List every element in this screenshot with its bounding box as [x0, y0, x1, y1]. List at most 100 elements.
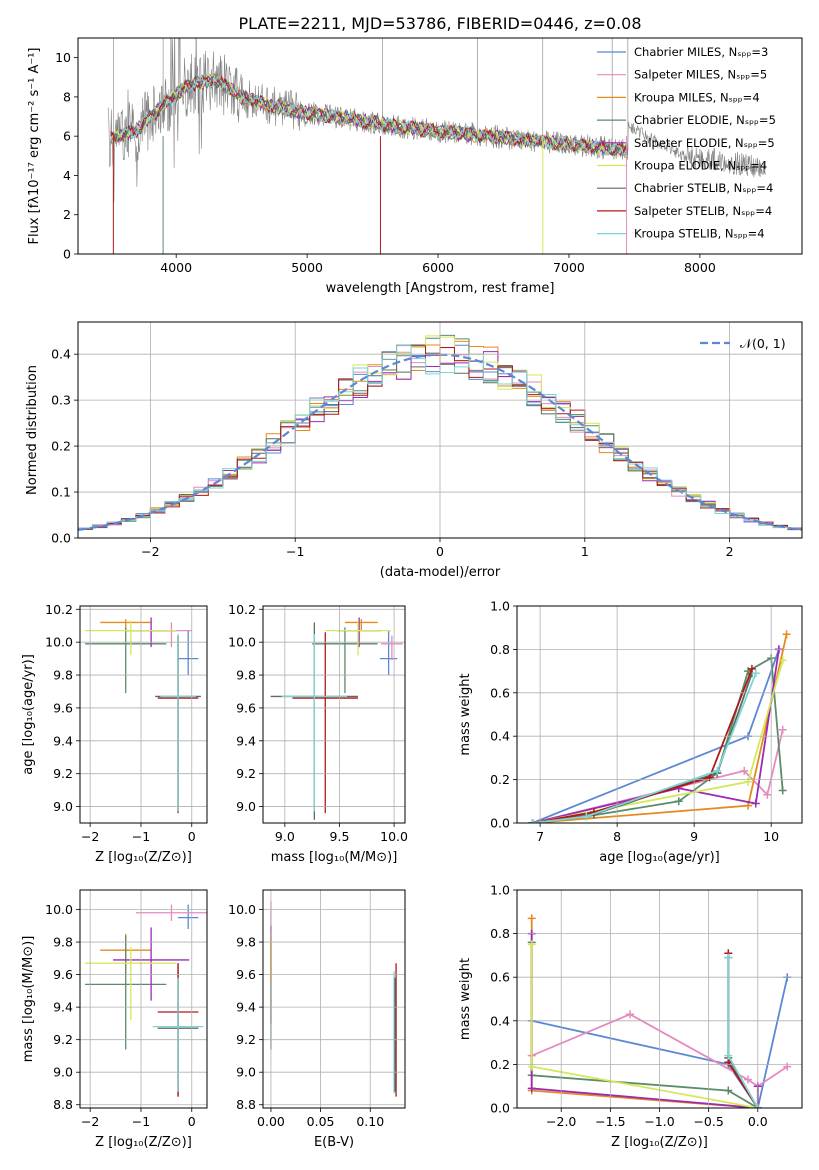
model-spectrum: [110, 74, 628, 156]
weight-marker: [527, 1084, 536, 1093]
weight-marker: [744, 777, 753, 786]
model-spectrum: [110, 74, 628, 157]
weight-marker: [763, 790, 772, 799]
x-tick-label: 2: [726, 544, 734, 559]
x-tick-label: 5000: [291, 260, 323, 275]
y-tick-label: 9.4: [236, 1000, 256, 1015]
x-tick-label: −2: [141, 544, 159, 559]
weight-marker: [674, 797, 683, 806]
x-axis-label: Z [log₁₀(Z/Z⊙)]: [95, 850, 192, 865]
axes-frame: [516, 605, 803, 824]
plot-area: [85, 904, 207, 1097]
y-tick-label: 9.0: [236, 1065, 256, 1080]
y-tick-label: 0.0: [490, 816, 510, 831]
weight-line: [532, 634, 788, 823]
x-axis-label: Z [log₁₀(Z/Z⊙)]: [611, 1135, 708, 1150]
y-tick-label: 9.8: [236, 935, 256, 950]
weight-line: [532, 672, 757, 823]
weight-marker: [782, 630, 791, 639]
y-tick-label: 9.2: [236, 1032, 256, 1047]
y-tick-label: 0.4: [490, 729, 510, 744]
x-axis-label: Z [log₁₀(Z/Z⊙)]: [95, 1135, 192, 1150]
weight-marker: [744, 801, 753, 810]
axes-frame: [79, 605, 208, 824]
y-tick-label: 0.2: [51, 439, 71, 454]
weight-marker: [751, 669, 760, 678]
legend-label: Kroupa ELODIE, Nₛₚₚ=4: [634, 159, 767, 173]
chart-weight-vs-Z: −2.0 −1.5 −1.0 −0.5 0.0 0.0 0.2 0.4 0.6 0.8 1.0 Z […: [458, 883, 803, 1150]
y-tick-label: 9.4: [53, 733, 73, 748]
weight-marker: [527, 1062, 536, 1071]
weight-marker: [582, 812, 591, 821]
weight-marker: [724, 1051, 733, 1060]
x-tick-label: −2: [81, 829, 99, 844]
x-tick-label: 0: [188, 1114, 196, 1129]
axes-frame: [77, 37, 803, 255]
x-tick-label: 8: [613, 829, 621, 844]
weight-marker: [783, 1062, 792, 1071]
y-tick-label: 9.2: [53, 766, 73, 781]
x-tick-label: 7000: [553, 260, 585, 275]
y-tick-label: 2: [63, 207, 71, 222]
y-axis-label: Normed distribution: [25, 365, 40, 495]
y-tick-label: 0.2: [490, 1057, 510, 1072]
axes-frame: [516, 889, 803, 1109]
x-tick-label: 7: [536, 829, 544, 844]
x-tick-label: −1: [132, 829, 150, 844]
y-tick-label: 0.0: [51, 531, 71, 546]
x-tick-label: 0.0: [748, 1114, 768, 1129]
y-tick-label: 0: [63, 247, 71, 262]
x-axis-label: (data-model)/error: [380, 565, 501, 580]
y-tick-label: 0.8: [490, 926, 510, 941]
x-axis-label: wavelength [Angstrom, rest frame]: [326, 281, 555, 296]
x-tick-label: 8000: [684, 260, 716, 275]
y-tick-label: 6: [63, 129, 71, 144]
x-tick-label: −1.5: [595, 1114, 625, 1129]
plot-area: [270, 901, 397, 1097]
y-tick-label: 0.6: [490, 970, 510, 985]
y-tick-label: 9.6: [53, 700, 73, 715]
y-tick-label: 0.3: [51, 393, 71, 408]
chart-mass-vs-ebv: 0.00 0.05 0.10 8.8 9.0 9.2 9.4 9.6 9.8 10.0 E(B-V): [228, 889, 406, 1150]
y-axis-label: mass weight: [458, 673, 473, 755]
y-tick-label: 0.1: [51, 485, 71, 500]
y-axis-label: Flux [fλ10⁻¹⁷ erg cm⁻² s⁻¹ A⁻¹]: [27, 48, 42, 245]
y-tick-label: 10.0: [45, 902, 73, 917]
weight-line: [727, 953, 759, 1108]
plot-area: [528, 630, 791, 823]
plot-area: [107, 38, 766, 254]
y-tick-label: 9.8: [53, 935, 73, 950]
weight-marker: [626, 1010, 635, 1019]
x-tick-label: 0: [436, 544, 444, 559]
weight-line: [532, 729, 784, 823]
weight-line: [530, 918, 758, 1108]
weight-marker: [713, 766, 722, 775]
chart-mass-vs-Z: −2 −1 0 8.8 9.0 9.2 9.4 9.6 9.8 10.0 Z [log₁₀(Z/Z⊙…: [21, 889, 208, 1150]
plot-area: [85, 617, 201, 814]
weight-marker: [528, 819, 537, 823]
weight-marker: [778, 786, 787, 795]
y-tick-label: 8.8: [53, 1097, 73, 1112]
weight-marker: [778, 656, 787, 665]
weight-marker: [724, 1086, 733, 1095]
legend-label: Chabrier ELODIE, Nₛₚₚ=5: [634, 113, 776, 127]
y-tick-label: 10.0: [228, 902, 256, 917]
x-tick-label: 10: [763, 829, 779, 844]
x-tick-label: 0.10: [356, 1114, 384, 1129]
y-tick-label: 9.4: [236, 733, 256, 748]
figure-title: PLATE=2211, MJD=53786, FIBERID=0446, z=0…: [238, 14, 641, 33]
y-tick-label: 9.8: [53, 668, 73, 683]
y-tick-label: 8.8: [236, 1097, 256, 1112]
chart-residuals: −2 −1 0 1 2 0.0 0.1 0.2 0.3 0.4 (data-model)/error…: [25, 321, 803, 580]
legend-label: Chabrier STELIB, Nₛₚₚ=4: [634, 181, 773, 195]
y-tick-label: 0.0: [490, 1101, 510, 1116]
y-tick-label: 10: [55, 50, 71, 65]
y-tick-label: 0.4: [490, 1013, 510, 1028]
y-tick-label: 9.6: [236, 967, 256, 982]
weight-line: [532, 668, 753, 823]
y-tick-label: 9.6: [53, 967, 73, 982]
y-tick-label: 10.2: [228, 602, 256, 617]
axes-frame: [79, 889, 208, 1109]
y-tick-label: 4: [63, 168, 71, 183]
